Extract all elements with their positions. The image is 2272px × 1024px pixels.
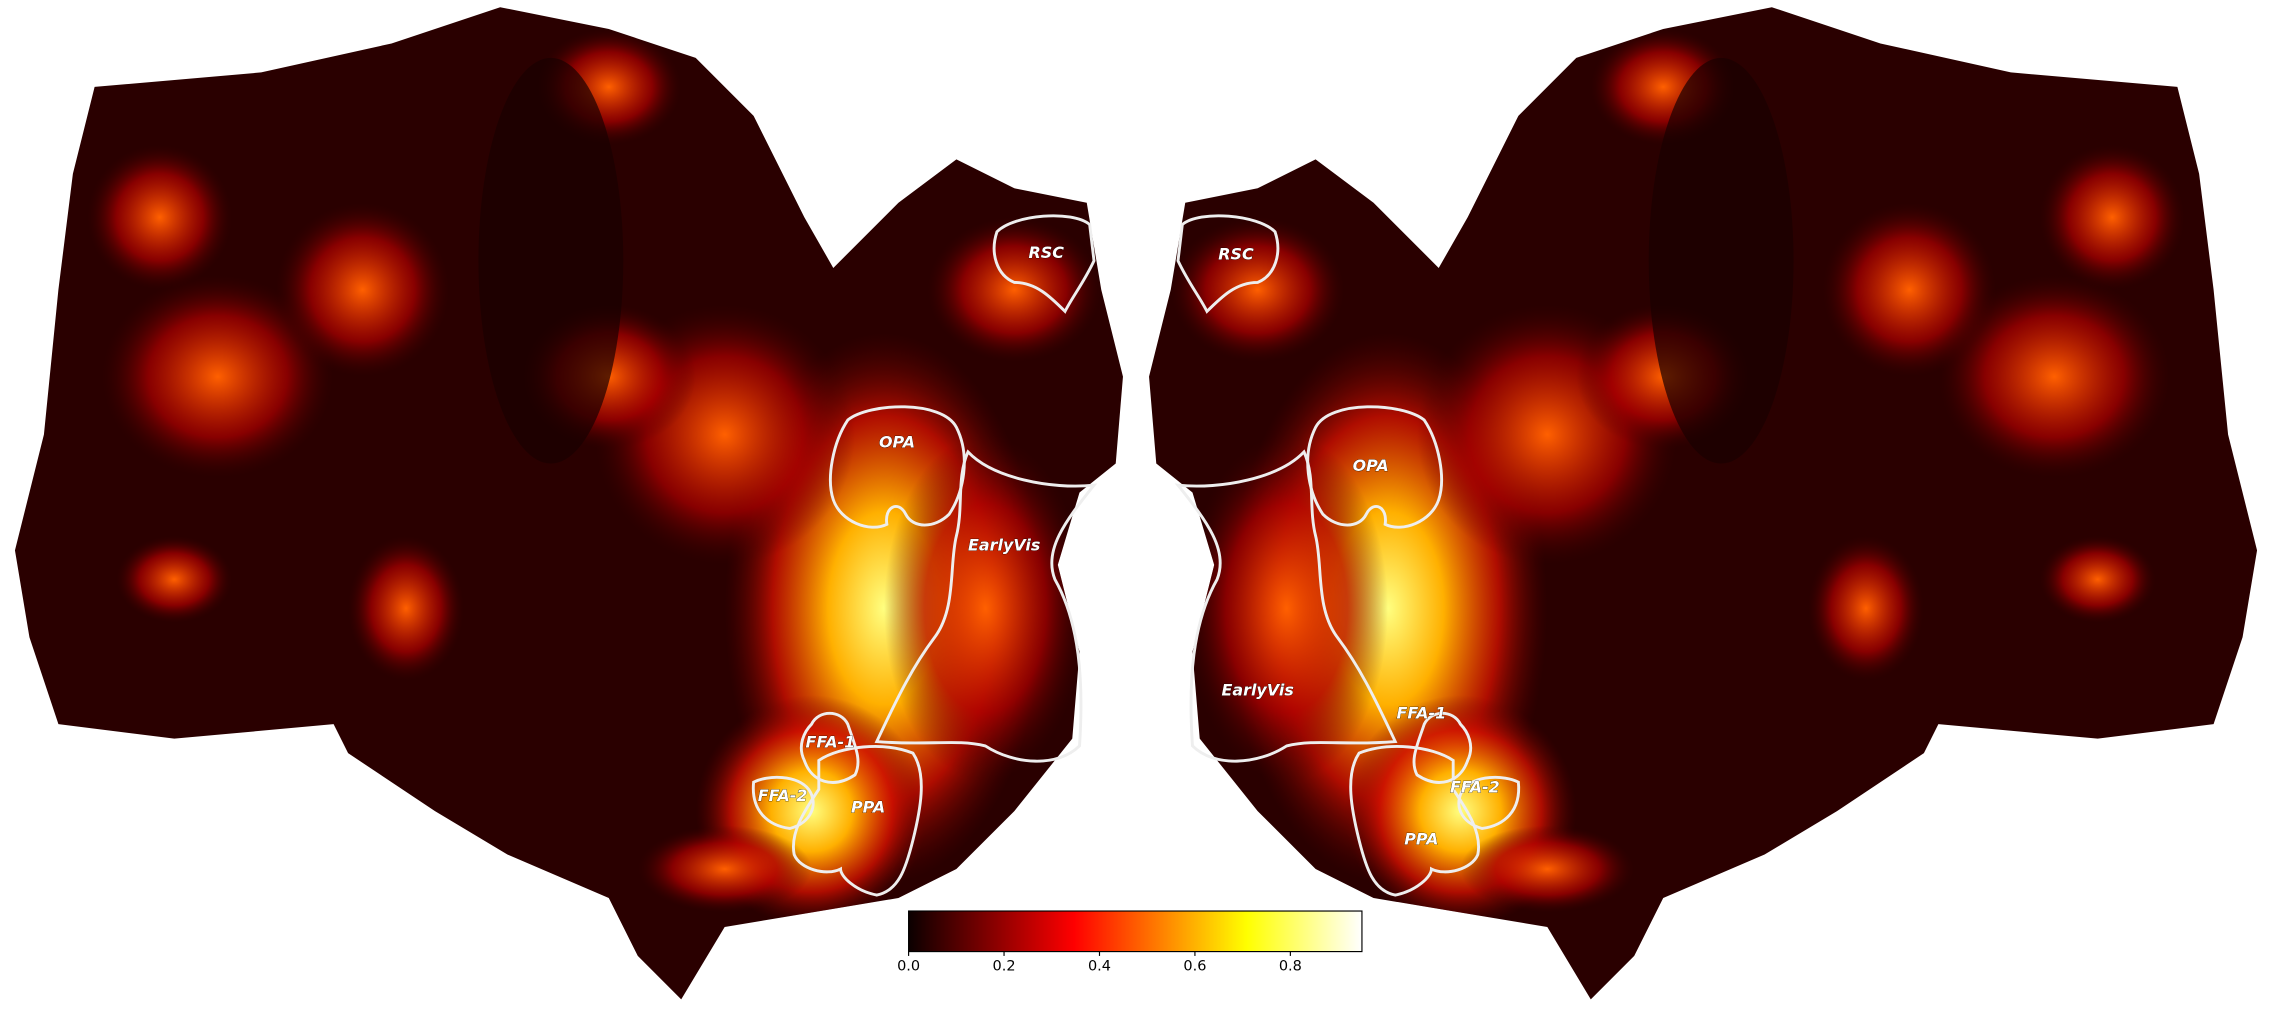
roi-label: PPA xyxy=(851,798,885,817)
tick-label: 0.8 xyxy=(1279,958,1302,974)
roi-label: EarlyVis xyxy=(1222,680,1294,699)
roi-label: FFA-1 xyxy=(1396,704,1446,723)
roi-label: RSC xyxy=(1028,243,1064,262)
tick-label: 0.2 xyxy=(993,958,1016,974)
colorbar-gradient xyxy=(908,910,1363,953)
roi-label: RSC xyxy=(1218,244,1254,263)
tick-label: 0.4 xyxy=(1088,958,1111,974)
roi-label: FFA-1 xyxy=(806,733,856,752)
roi-label: FFA-2 xyxy=(758,786,808,805)
left-hemisphere xyxy=(15,7,1123,999)
tick-label: 0.0 xyxy=(897,958,920,974)
roi-label: FFA-2 xyxy=(1450,777,1500,796)
roi-label: OPA xyxy=(1353,456,1389,475)
tick-label: 0.6 xyxy=(1183,958,1206,974)
colorbar: 0.0 0.2 0.4 0.6 0.8 xyxy=(897,910,1363,974)
roi-label: OPA xyxy=(879,433,915,452)
roi-label: EarlyVis xyxy=(968,536,1040,555)
roi-label: PPA xyxy=(1404,830,1438,849)
right-hemisphere xyxy=(1149,7,2257,999)
